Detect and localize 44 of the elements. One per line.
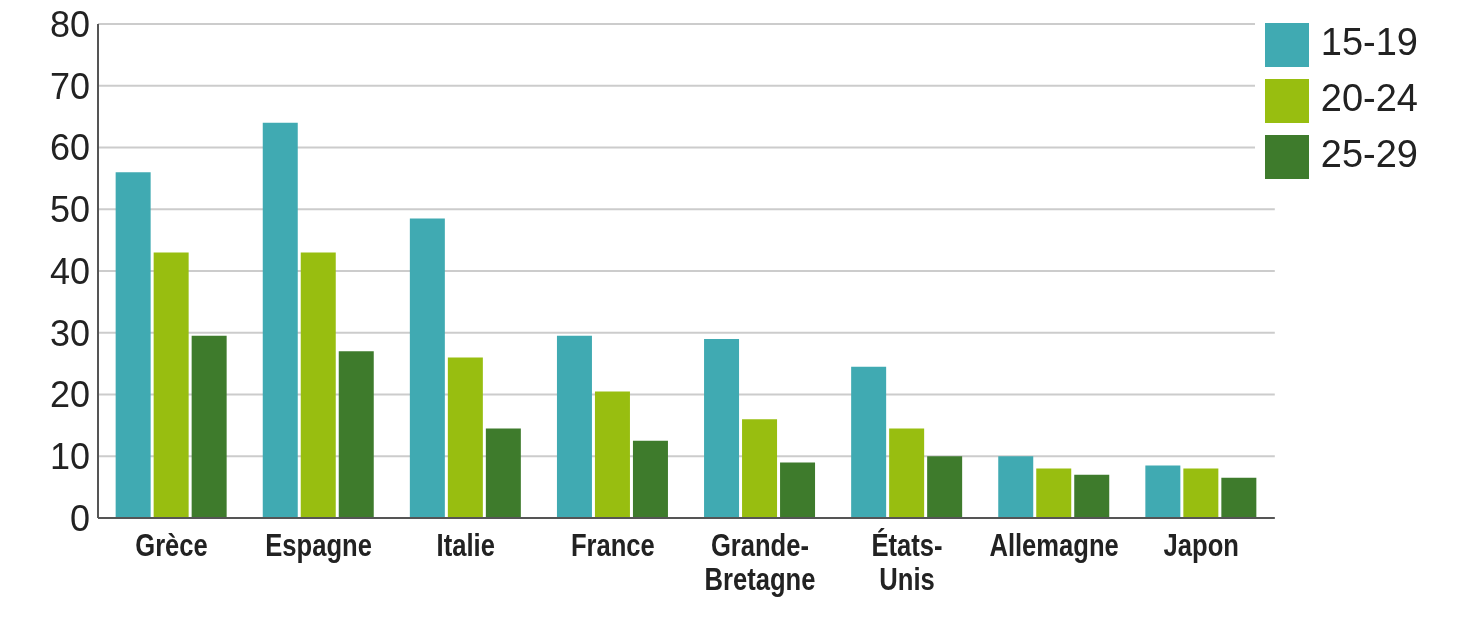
x-tick-label: Allemagne [989, 527, 1119, 563]
x-tick-label: États-Unis [871, 526, 943, 597]
legend-label: 15-19 [1320, 21, 1418, 63]
y-tick-label: 50 [49, 189, 90, 231]
bar [1074, 474, 1110, 518]
bar [632, 440, 668, 518]
bar [338, 351, 374, 518]
bar [704, 338, 740, 518]
bar [485, 428, 521, 518]
bar [1221, 477, 1257, 518]
bar [300, 252, 336, 518]
x-tick-label: Japon [1163, 527, 1239, 563]
bar [927, 456, 963, 518]
y-tick-label: 80 [49, 3, 90, 45]
y-tick-label: 40 [49, 250, 90, 292]
bar [1036, 468, 1072, 518]
bar [889, 428, 925, 518]
x-tick-label: Grèce [135, 527, 208, 563]
bar [851, 366, 887, 518]
bar [262, 122, 298, 518]
bar [1145, 465, 1181, 518]
bar [780, 462, 816, 518]
y-tick-label: 0 [69, 497, 90, 539]
bar [594, 391, 630, 518]
y-tick-label: 10 [49, 436, 90, 478]
y-tick-label: 20 [49, 374, 90, 416]
bar [556, 335, 592, 518]
bar [998, 456, 1034, 518]
y-tick-label: 60 [49, 127, 90, 169]
y-tick-label: 70 [49, 65, 90, 107]
bar [742, 419, 778, 518]
bar [115, 172, 151, 518]
x-tick-label: France [570, 527, 655, 563]
legend-label: 20-24 [1320, 77, 1418, 119]
y-tick-label: 30 [49, 312, 90, 354]
bar [191, 335, 227, 518]
bar [1183, 468, 1219, 518]
bar [447, 357, 483, 518]
bar [153, 252, 189, 518]
legend-label: 25-29 [1320, 133, 1418, 175]
x-tick-label: Espagne [265, 527, 372, 563]
x-tick-label: Grande-Bretagne [704, 527, 816, 597]
bar [409, 218, 445, 518]
x-tick-label: Italie [436, 527, 495, 563]
